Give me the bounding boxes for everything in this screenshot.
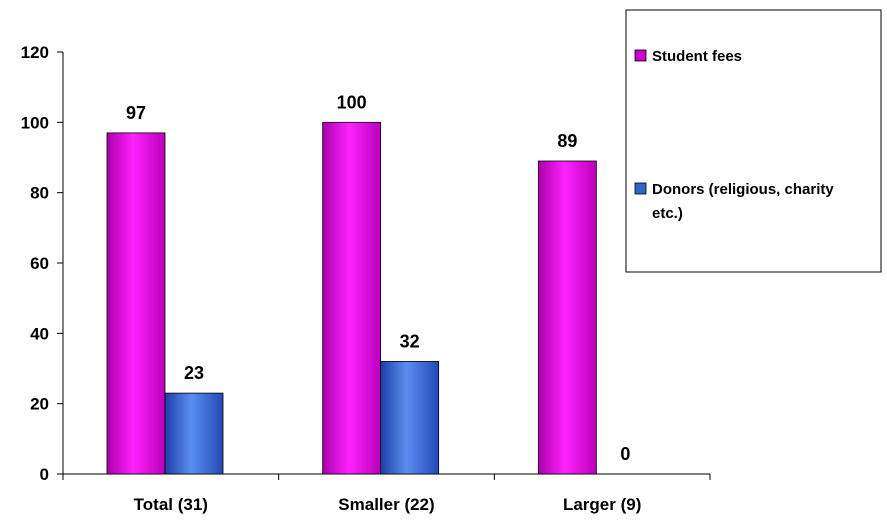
y-tick-label: 20 [30, 395, 49, 414]
data-label: 32 [400, 331, 420, 351]
data-labels: 97 100 89 23 32 0 [126, 92, 630, 464]
y-tick-label: 120 [21, 43, 49, 62]
bars [106, 121, 597, 475]
y-tick-label: 100 [21, 113, 49, 132]
data-label: 89 [557, 131, 577, 151]
x-tick-label: Larger (9) [563, 495, 641, 514]
y-tick-label: 0 [40, 465, 49, 484]
x-tick-label: Smaller (22) [338, 495, 434, 514]
legend-swatch [634, 49, 647, 62]
y-tick-label: 40 [30, 324, 49, 343]
legend-label: Student fees [652, 48, 742, 65]
axes: 0 20 40 60 80 100 120 Total (31) Smaller (22) Lar… [21, 43, 711, 514]
data-label: 97 [126, 103, 146, 123]
data-label: 100 [337, 92, 367, 112]
legend-label: Donors (religious, charity [652, 181, 834, 198]
bar-donors [380, 361, 440, 475]
bar-student-fees [537, 160, 597, 475]
bar-donors [164, 392, 224, 475]
legend: Student fees Donors (religious, charity et… [625, 9, 882, 273]
bar-student-fees [322, 121, 382, 475]
legend-box [625, 9, 882, 273]
legend-label: etc.) [652, 205, 683, 222]
y-tick-label: 80 [30, 184, 49, 203]
bar-student-fees [106, 132, 166, 475]
y-tick-label: 60 [30, 254, 49, 273]
legend-swatch [634, 182, 647, 195]
data-label: 23 [184, 363, 204, 383]
x-tick-label: Total (31) [134, 495, 208, 514]
data-label: 0 [620, 444, 630, 464]
